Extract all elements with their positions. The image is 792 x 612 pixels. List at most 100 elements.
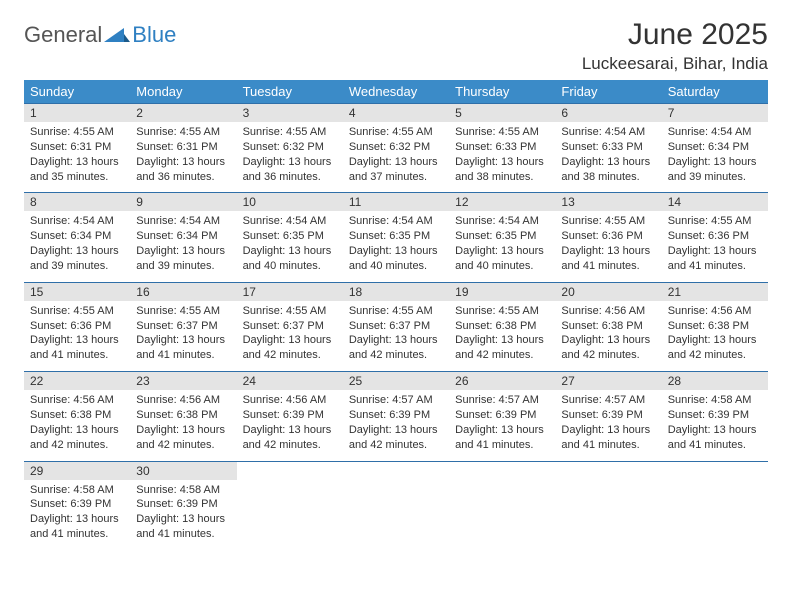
day-cell: Sunrise: 4:56 AMSunset: 6:38 PMDaylight:… [662,301,768,371]
day-num [449,462,555,480]
daylight-line2: and 42 minutes. [243,438,337,453]
day-cell: Sunrise: 4:54 AMSunset: 6:34 PMDaylight:… [130,211,236,281]
daylight-line2: and 39 minutes. [136,259,230,274]
title-block: June 2025 Luckeesarai, Bihar, India [582,18,768,74]
daylight-line1: Daylight: 13 hours [349,155,443,170]
daylight-line1: Daylight: 13 hours [243,333,337,348]
day-cell [449,480,555,550]
day-cell: Sunrise: 4:55 AMSunset: 6:37 PMDaylight:… [130,301,236,371]
sunrise: Sunrise: 4:57 AM [455,393,549,408]
day-num: 11 [343,193,449,211]
logo: General Blue [24,22,176,48]
day-cell: Sunrise: 4:55 AMSunset: 6:31 PMDaylight:… [130,122,236,192]
day-header-mon: Monday [130,80,236,103]
day-cell: Sunrise: 4:55 AMSunset: 6:32 PMDaylight:… [237,122,343,192]
day-num: 12 [449,193,555,211]
sunset: Sunset: 6:35 PM [243,229,337,244]
day-num-row: 15161718192021 [24,282,768,301]
day-num-row: 891011121314 [24,192,768,211]
sunrise: Sunrise: 4:55 AM [455,304,549,319]
daylight-line1: Daylight: 13 hours [136,155,230,170]
sunrise: Sunrise: 4:55 AM [30,125,124,140]
daylight-line1: Daylight: 13 hours [30,333,124,348]
logo-text-blue: Blue [132,22,176,48]
day-cell: Sunrise: 4:56 AMSunset: 6:38 PMDaylight:… [24,390,130,460]
day-num: 15 [24,283,130,301]
calendar: Sunday Monday Tuesday Wednesday Thursday… [24,80,768,550]
sunset: Sunset: 6:37 PM [243,319,337,334]
day-num [555,462,661,480]
daylight-line1: Daylight: 13 hours [30,155,124,170]
sunset: Sunset: 6:39 PM [30,497,124,512]
daylight-line2: and 39 minutes. [668,170,762,185]
day-cell [237,480,343,550]
daylight-line1: Daylight: 13 hours [136,333,230,348]
daylight-line1: Daylight: 13 hours [349,244,443,259]
daylight-line1: Daylight: 13 hours [668,155,762,170]
sunset: Sunset: 6:34 PM [668,140,762,155]
daylight-line2: and 41 minutes. [30,527,124,542]
daylight-line1: Daylight: 13 hours [136,512,230,527]
daylight-line1: Daylight: 13 hours [30,512,124,527]
sunrise: Sunrise: 4:55 AM [561,214,655,229]
daylight-line2: and 36 minutes. [243,170,337,185]
day-cell: Sunrise: 4:56 AMSunset: 6:38 PMDaylight:… [130,390,236,460]
sunrise: Sunrise: 4:56 AM [561,304,655,319]
sunset: Sunset: 6:37 PM [349,319,443,334]
day-num: 20 [555,283,661,301]
day-cell: Sunrise: 4:56 AMSunset: 6:38 PMDaylight:… [555,301,661,371]
daylight-line2: and 42 minutes. [668,348,762,363]
day-num: 14 [662,193,768,211]
sunset: Sunset: 6:31 PM [136,140,230,155]
daylight-line1: Daylight: 13 hours [668,423,762,438]
sunset: Sunset: 6:36 PM [561,229,655,244]
daylight-line1: Daylight: 13 hours [30,244,124,259]
daylight-line1: Daylight: 13 hours [561,333,655,348]
day-cell: Sunrise: 4:58 AMSunset: 6:39 PMDaylight:… [24,480,130,550]
day-cell: Sunrise: 4:54 AMSunset: 6:35 PMDaylight:… [237,211,343,281]
sunset: Sunset: 6:38 PM [561,319,655,334]
day-num: 29 [24,462,130,480]
sunset: Sunset: 6:39 PM [243,408,337,423]
daylight-line2: and 40 minutes. [455,259,549,274]
daylight-line1: Daylight: 13 hours [455,244,549,259]
daylight-line2: and 42 minutes. [455,348,549,363]
daylight-line2: and 42 minutes. [349,348,443,363]
sunrise: Sunrise: 4:55 AM [668,214,762,229]
day-header-tue: Tuesday [237,80,343,103]
sunrise: Sunrise: 4:57 AM [349,393,443,408]
sunrise: Sunrise: 4:54 AM [136,214,230,229]
sunset: Sunset: 6:36 PM [668,229,762,244]
daylight-line1: Daylight: 13 hours [455,333,549,348]
day-cell: Sunrise: 4:56 AMSunset: 6:39 PMDaylight:… [237,390,343,460]
sunset: Sunset: 6:39 PM [455,408,549,423]
sunrise: Sunrise: 4:58 AM [668,393,762,408]
daylight-line1: Daylight: 13 hours [349,423,443,438]
day-num: 7 [662,104,768,122]
day-num: 5 [449,104,555,122]
location: Luckeesarai, Bihar, India [582,54,768,74]
header: General Blue June 2025 Luckeesarai, Biha… [24,18,768,74]
sunset: Sunset: 6:31 PM [30,140,124,155]
day-cell: Sunrise: 4:57 AMSunset: 6:39 PMDaylight:… [449,390,555,460]
day-num: 17 [237,283,343,301]
sunset: Sunset: 6:39 PM [561,408,655,423]
daylight-line2: and 41 minutes. [136,527,230,542]
day-cell: Sunrise: 4:54 AMSunset: 6:35 PMDaylight:… [343,211,449,281]
daylight-line1: Daylight: 13 hours [243,423,337,438]
daylight-line1: Daylight: 13 hours [668,244,762,259]
sunset: Sunset: 6:32 PM [349,140,443,155]
day-cell: Sunrise: 4:55 AMSunset: 6:36 PMDaylight:… [662,211,768,281]
daylight-line2: and 40 minutes. [243,259,337,274]
day-num: 6 [555,104,661,122]
daylight-line1: Daylight: 13 hours [668,333,762,348]
logo-text-general: General [24,22,102,48]
sunrise: Sunrise: 4:56 AM [243,393,337,408]
day-content-row: Sunrise: 4:56 AMSunset: 6:38 PMDaylight:… [24,390,768,460]
sunrise: Sunrise: 4:54 AM [668,125,762,140]
day-header-wed: Wednesday [343,80,449,103]
sunrise: Sunrise: 4:55 AM [349,125,443,140]
daylight-line2: and 41 minutes. [136,348,230,363]
daylight-line1: Daylight: 13 hours [455,155,549,170]
day-num-row: 2930 [24,461,768,480]
